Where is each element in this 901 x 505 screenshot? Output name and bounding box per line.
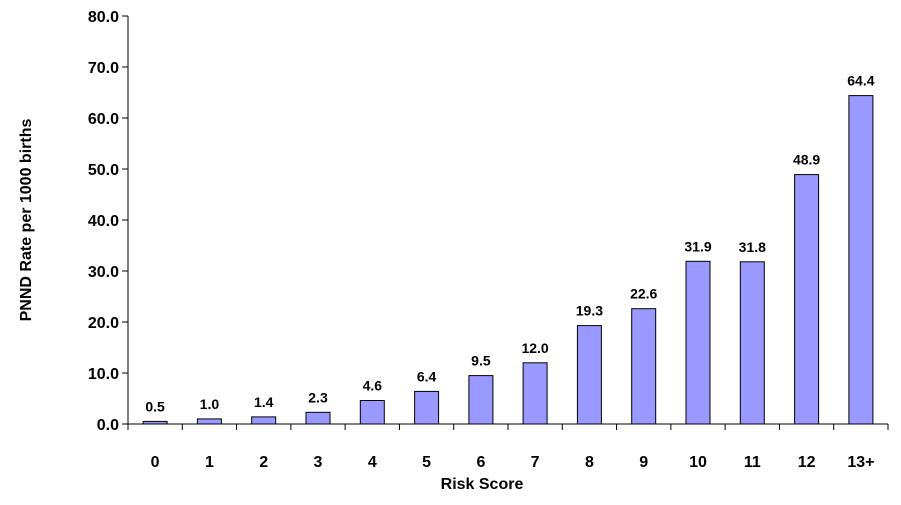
bar-8 [576, 325, 602, 425]
bar-10 [685, 260, 711, 425]
x-tick-label-13+: 13+ [847, 454, 874, 471]
y-tick-label-0: 0.0 [97, 417, 119, 434]
x-axis-title: Risk Score [441, 476, 524, 493]
x-tick-label-11: 11 [744, 454, 761, 471]
bar-11 [739, 261, 765, 425]
data-label-7: 12.0 [521, 340, 548, 356]
x-tick-label-3: 3 [314, 454, 323, 471]
x-tick-label-7: 7 [531, 454, 540, 471]
bar-5 [414, 390, 440, 425]
data-label-1: 1.0 [200, 396, 220, 412]
x-tick-label-9: 9 [639, 454, 648, 471]
bar-3 [305, 411, 331, 425]
bar-12 [794, 174, 820, 425]
x-tick-label-6: 6 [476, 454, 485, 471]
data-label-0: 0.5 [145, 398, 165, 414]
x-tick-label-5: 5 [422, 454, 431, 471]
bars-layer [142, 95, 874, 425]
y-tick-label-80: 80.0 [88, 9, 119, 26]
x-tick-label-2: 2 [259, 454, 268, 471]
bar-9 [631, 308, 657, 425]
data-label-13+: 64.4 [847, 73, 874, 89]
y-axis-title: PNND Rate per 1000 births [18, 119, 35, 322]
data-label-9: 22.6 [630, 286, 657, 302]
data-label-3: 2.3 [308, 389, 328, 405]
x-tick-label-0: 0 [151, 454, 160, 471]
data-label-12: 48.9 [793, 152, 820, 168]
data-label-11: 31.8 [739, 239, 766, 255]
x-tick-label-12: 12 [798, 454, 816, 471]
x-tick-label-1: 1 [205, 454, 214, 471]
axes-layer [122, 15, 889, 430]
x-tick-label-4: 4 [368, 454, 377, 471]
bar-13+ [848, 95, 874, 425]
data-label-4: 4.6 [363, 378, 383, 394]
y-tick-label-20: 20.0 [88, 315, 119, 332]
bar-7 [522, 362, 548, 425]
bar-2 [251, 416, 277, 425]
x-tick-label-10: 10 [689, 454, 707, 471]
y-tick-label-70: 70.0 [88, 60, 119, 77]
y-tick-label-40: 40.0 [88, 213, 119, 230]
data-label-5: 6.4 [417, 368, 437, 384]
data-label-6: 9.5 [471, 353, 491, 369]
data-label-10: 31.9 [684, 238, 711, 254]
bar-1 [196, 418, 222, 425]
bar-4 [359, 400, 385, 425]
x-tick-label-8: 8 [585, 454, 594, 471]
labels-layer: 0.5 0 1.0 1 1.4 2 2.3 3 4.6 4 6.4 5 9.5 6 12.0 7 19.3 8 22… [88, 9, 875, 471]
y-tick-label-60: 60.0 [88, 111, 119, 128]
data-label-8: 19.3 [576, 303, 603, 319]
bar-6 [468, 375, 494, 425]
y-tick-label-50: 50.0 [88, 162, 119, 179]
data-label-2: 1.4 [254, 394, 274, 410]
y-tick-label-30: 30.0 [88, 264, 119, 281]
y-tick-label-10: 10.0 [88, 366, 119, 383]
